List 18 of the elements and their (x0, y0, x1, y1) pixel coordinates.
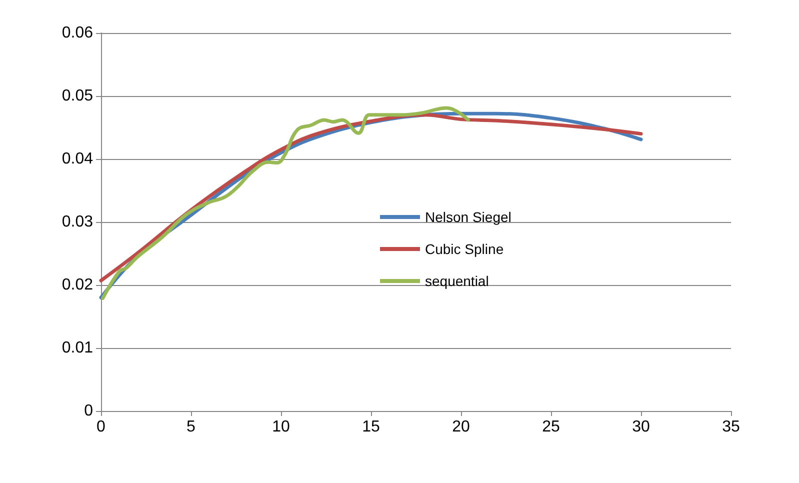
x-tick-label: 5 (186, 418, 196, 436)
y-tick-label: 0 (84, 402, 94, 420)
legend-label: sequential (425, 273, 489, 289)
legend-label: Nelson Siegel (425, 209, 512, 225)
y-tick-label: 0.05 (62, 88, 94, 104)
x-tick-label: 25 (542, 418, 560, 436)
x-tick-label: 20 (452, 418, 470, 436)
legend-label: Cubic Spline (425, 241, 504, 257)
y-tick-label: 0.02 (62, 276, 94, 294)
y-tick-label: 0.03 (62, 214, 94, 230)
y-tick-label: 0.06 (62, 24, 94, 42)
y-tick-label: 0.04 (62, 150, 94, 168)
x-tick-label: 15 (362, 418, 380, 436)
x-tick-label: 10 (272, 418, 290, 436)
y-tick-label: 0.01 (62, 340, 94, 356)
x-tick-label: 0 (96, 418, 106, 436)
x-tick-label: 35 (722, 418, 740, 436)
x-tick-label: 30 (632, 418, 650, 436)
